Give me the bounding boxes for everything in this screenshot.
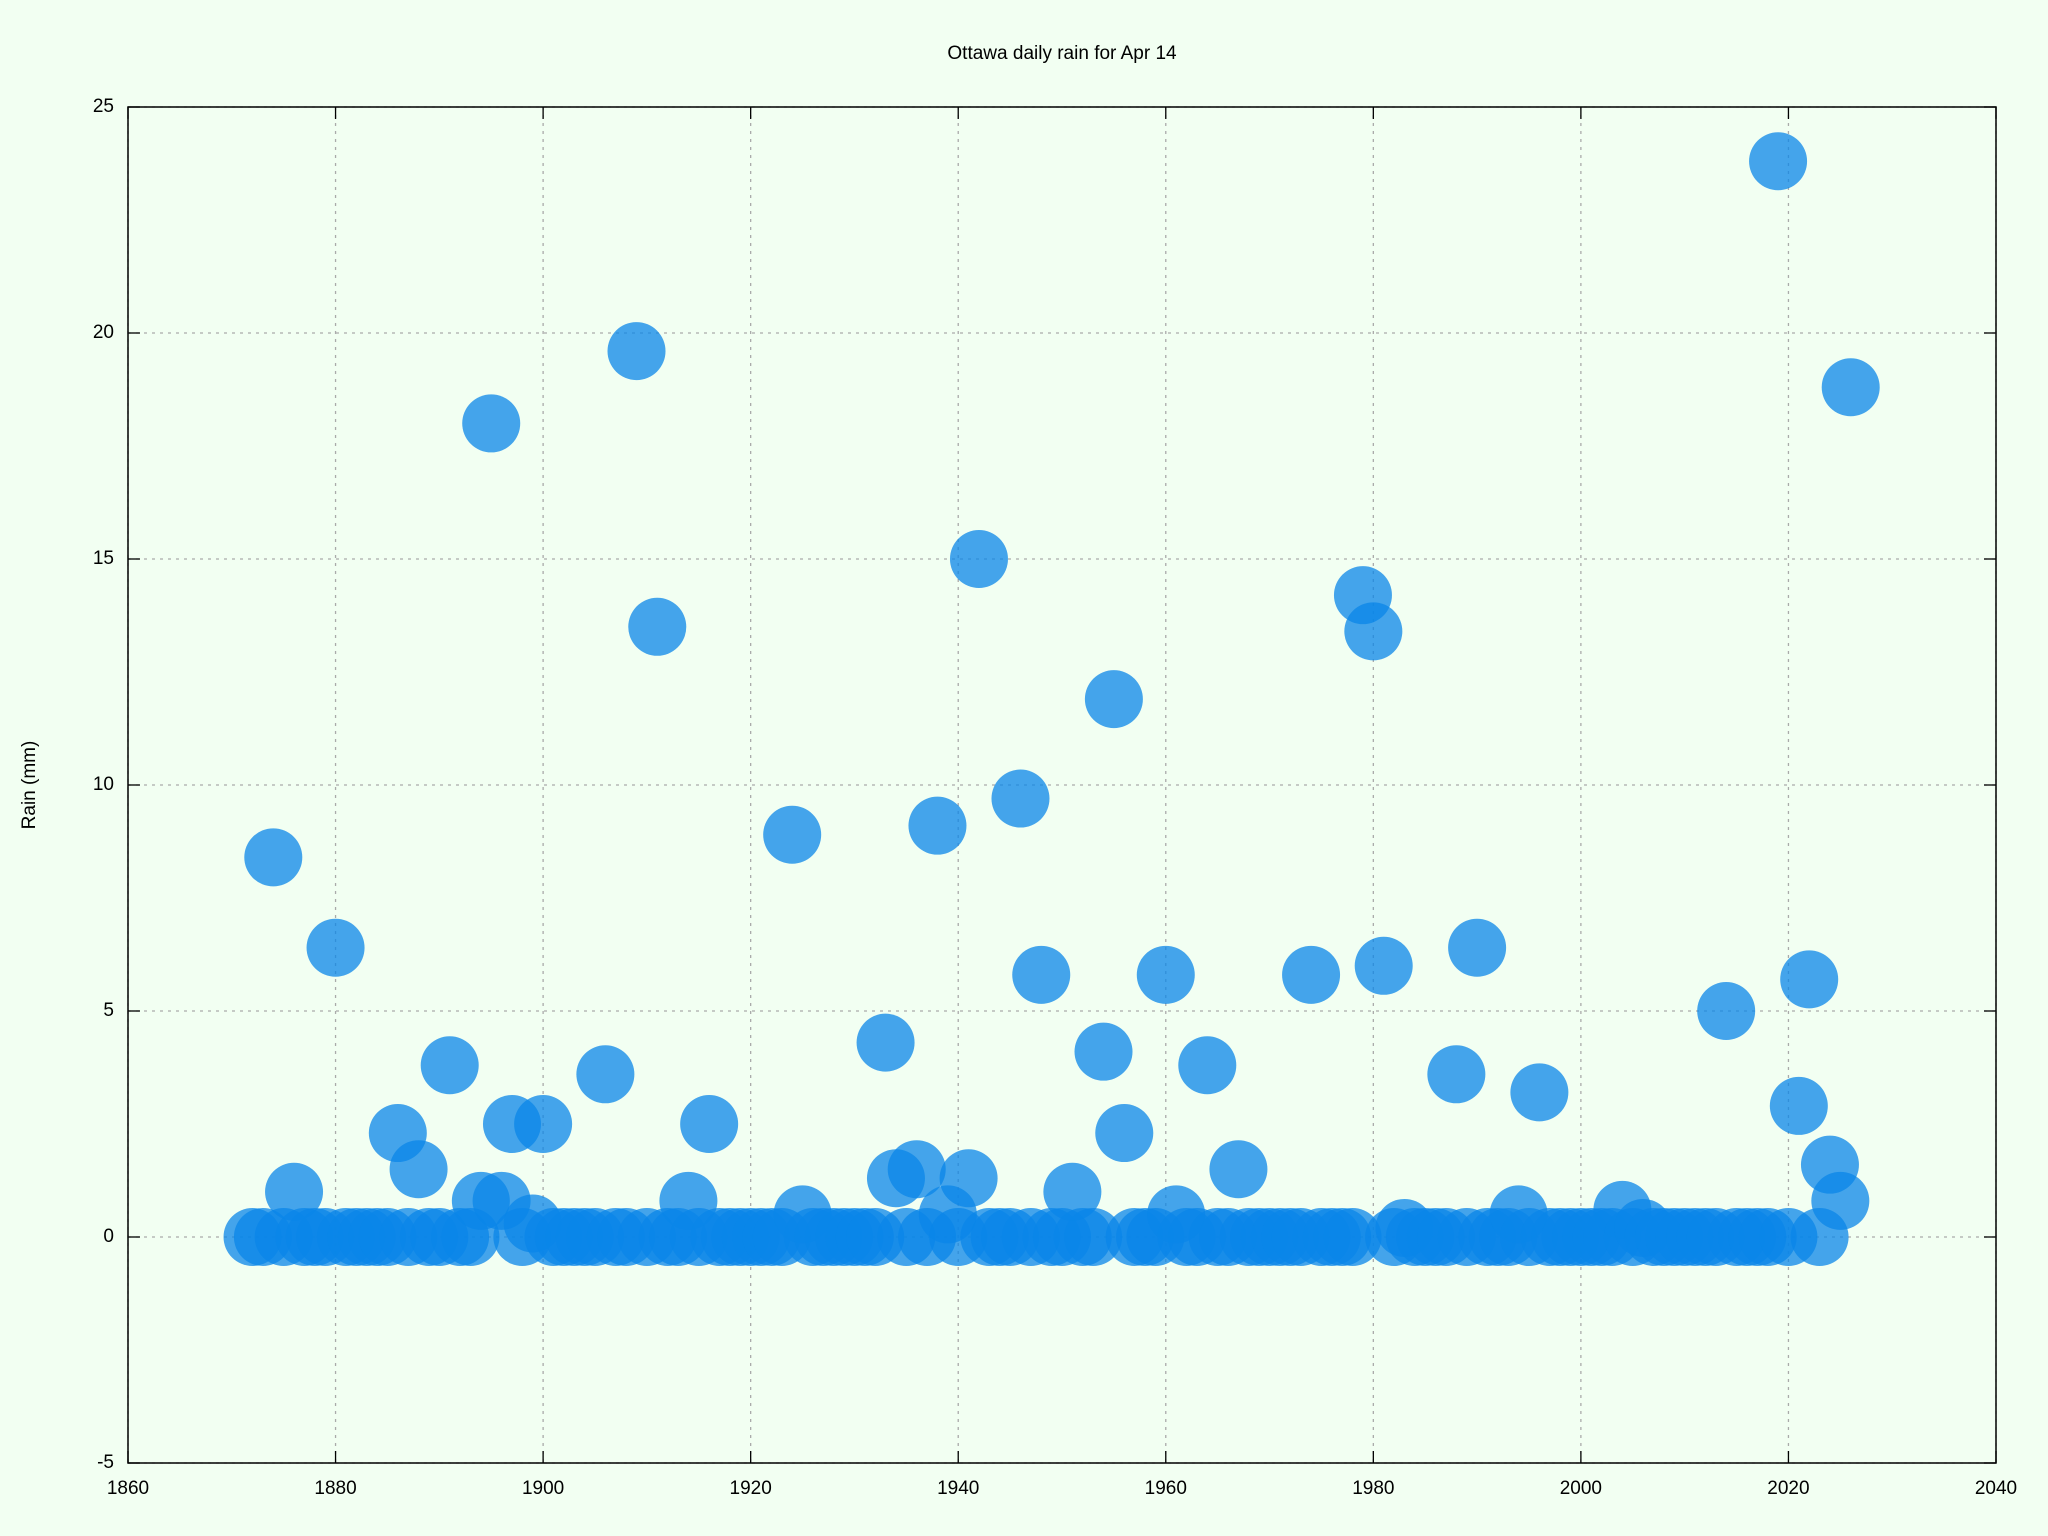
point xyxy=(1510,1063,1569,1122)
point xyxy=(420,1036,479,1095)
point xyxy=(1427,1045,1486,1104)
y-tick-label: 25 xyxy=(93,96,114,117)
point xyxy=(244,828,303,887)
y-axis-label: Rain (mm) xyxy=(19,741,40,830)
x-tick-label: 1860 xyxy=(107,1478,149,1499)
point xyxy=(908,796,967,855)
point xyxy=(1811,1171,1870,1230)
x-tick-label: 1960 xyxy=(1145,1478,1187,1499)
point xyxy=(1780,950,1839,1009)
point xyxy=(680,1095,739,1153)
x-tick-label: 2000 xyxy=(1560,1478,1602,1499)
point xyxy=(1136,945,1195,1004)
point xyxy=(514,1095,573,1153)
y-tick-label: 0 xyxy=(103,1226,114,1247)
point xyxy=(1282,945,1341,1004)
point xyxy=(763,805,822,864)
x-tick-label: 1920 xyxy=(730,1478,772,1499)
x-tick-label: 1880 xyxy=(314,1478,356,1499)
plot-frame xyxy=(127,106,1997,1464)
point xyxy=(265,1162,324,1221)
y-tick-label: 5 xyxy=(103,1000,114,1021)
point xyxy=(1095,1104,1154,1163)
point xyxy=(949,530,1008,588)
point xyxy=(1749,132,1808,191)
x-tick-label: 1940 xyxy=(937,1478,979,1499)
point xyxy=(1323,1208,1382,1266)
point xyxy=(1821,358,1880,417)
point xyxy=(607,322,666,381)
point xyxy=(856,1013,915,1072)
point xyxy=(1448,918,1507,977)
point xyxy=(1084,670,1143,729)
x-tick-label: 2020 xyxy=(1767,1478,1809,1499)
point xyxy=(939,1149,998,1208)
point xyxy=(991,769,1050,828)
point xyxy=(306,918,365,977)
point xyxy=(1354,936,1413,995)
point xyxy=(389,1140,448,1199)
y-tick-label: -5 xyxy=(97,1452,114,1473)
point xyxy=(462,394,521,453)
y-tick-label: 10 xyxy=(93,774,114,795)
chart-title: Ottawa daily rain for Apr 14 xyxy=(947,43,1177,64)
y-tick-label: 15 xyxy=(93,548,114,569)
y-tick-label: 20 xyxy=(93,322,114,343)
point xyxy=(1769,1076,1828,1135)
point xyxy=(628,597,687,656)
point xyxy=(1012,945,1071,1004)
point xyxy=(1074,1022,1133,1081)
point xyxy=(1178,1036,1237,1095)
x-tick-label: 1980 xyxy=(1352,1478,1394,1499)
point xyxy=(1209,1140,1268,1199)
point xyxy=(1043,1162,1102,1221)
x-tick-label: 2040 xyxy=(1975,1478,2017,1499)
point xyxy=(576,1045,635,1104)
point xyxy=(1064,1208,1123,1266)
point xyxy=(1697,982,1756,1040)
point xyxy=(1344,602,1403,661)
x-tick-label: 1900 xyxy=(522,1478,564,1499)
point xyxy=(887,1140,946,1199)
